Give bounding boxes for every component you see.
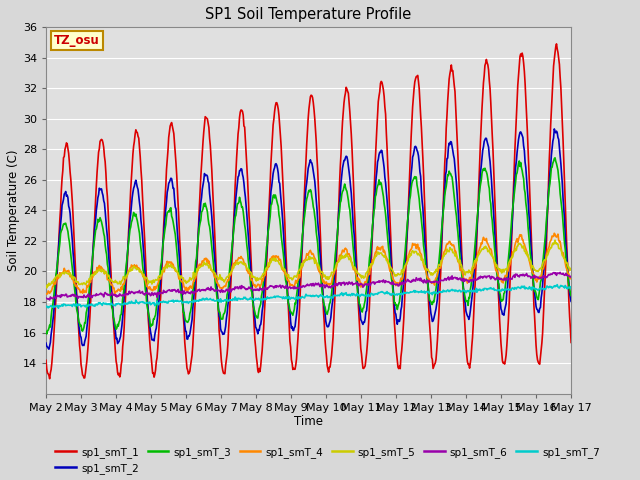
Line: sp1_smT_5: sp1_smT_5 bbox=[46, 240, 571, 288]
sp1_smT_6 bbox=[556, 269, 564, 275]
sp1_smT_1 bbox=[188, 358, 195, 363]
sp1_smT_7 bbox=[42, 304, 50, 310]
Legend: sp1_smT_1, sp1_smT_2, sp1_smT_3, sp1_smT_4, sp1_smT_5, sp1_smT_6, sp1_smT_7: sp1_smT_1, sp1_smT_2, sp1_smT_3, sp1_smT… bbox=[51, 443, 604, 478]
sp1_smT_1 bbox=[553, 41, 561, 47]
sp1_smT_3 bbox=[551, 155, 559, 161]
sp1_smT_5 bbox=[551, 237, 559, 243]
sp1_smT_6 bbox=[373, 279, 381, 285]
Line: sp1_smT_3: sp1_smT_3 bbox=[46, 158, 571, 334]
sp1_smT_2 bbox=[45, 346, 52, 352]
Title: SP1 Soil Temperature Profile: SP1 Soil Temperature Profile bbox=[205, 7, 412, 22]
sp1_smT_1 bbox=[388, 267, 396, 273]
sp1_smT_3 bbox=[43, 331, 51, 337]
sp1_smT_2 bbox=[373, 168, 381, 174]
sp1_smT_4 bbox=[106, 277, 113, 283]
sp1_smT_4 bbox=[372, 250, 380, 256]
sp1_smT_3 bbox=[160, 237, 168, 242]
sp1_smT_7 bbox=[54, 305, 62, 311]
sp1_smT_5 bbox=[52, 274, 60, 280]
sp1_smT_1 bbox=[46, 376, 54, 382]
sp1_smT_4 bbox=[567, 276, 575, 282]
sp1_smT_2 bbox=[52, 272, 60, 278]
sp1_smT_4 bbox=[42, 291, 50, 297]
sp1_smT_7 bbox=[188, 299, 195, 305]
sp1_smT_2 bbox=[106, 277, 114, 283]
sp1_smT_4 bbox=[187, 283, 195, 289]
sp1_smT_2 bbox=[388, 273, 396, 278]
Y-axis label: Soil Temperature (C): Soil Temperature (C) bbox=[7, 150, 20, 271]
sp1_smT_3 bbox=[42, 329, 50, 335]
sp1_smT_5 bbox=[567, 265, 575, 271]
sp1_smT_1 bbox=[52, 288, 60, 294]
sp1_smT_5 bbox=[188, 277, 195, 283]
sp1_smT_4 bbox=[388, 270, 396, 276]
sp1_smT_7 bbox=[160, 298, 168, 304]
sp1_smT_1 bbox=[160, 225, 168, 230]
sp1_smT_6 bbox=[567, 273, 575, 279]
sp1_smT_2 bbox=[160, 234, 168, 240]
sp1_smT_5 bbox=[42, 283, 50, 289]
sp1_smT_2 bbox=[567, 299, 575, 304]
sp1_smT_1 bbox=[373, 126, 381, 132]
sp1_smT_7 bbox=[388, 291, 396, 297]
sp1_smT_7 bbox=[106, 302, 114, 308]
sp1_smT_6 bbox=[160, 288, 168, 293]
sp1_smT_3 bbox=[188, 304, 195, 310]
sp1_smT_5 bbox=[43, 285, 51, 291]
sp1_smT_5 bbox=[160, 265, 168, 271]
sp1_smT_3 bbox=[388, 280, 396, 286]
sp1_smT_3 bbox=[373, 186, 381, 192]
sp1_smT_6 bbox=[388, 281, 396, 287]
sp1_smT_5 bbox=[373, 252, 381, 258]
sp1_smT_2 bbox=[550, 126, 558, 132]
sp1_smT_6 bbox=[106, 292, 114, 298]
Line: sp1_smT_1: sp1_smT_1 bbox=[46, 44, 571, 379]
Text: TZ_osu: TZ_osu bbox=[54, 34, 100, 47]
sp1_smT_7 bbox=[52, 304, 60, 310]
sp1_smT_5 bbox=[106, 276, 114, 282]
sp1_smT_3 bbox=[106, 292, 114, 298]
sp1_smT_4 bbox=[52, 281, 60, 287]
sp1_smT_6 bbox=[46, 297, 54, 303]
Line: sp1_smT_7: sp1_smT_7 bbox=[46, 285, 571, 308]
Line: sp1_smT_6: sp1_smT_6 bbox=[46, 272, 571, 300]
sp1_smT_6 bbox=[52, 295, 60, 301]
sp1_smT_6 bbox=[188, 288, 195, 294]
sp1_smT_2 bbox=[188, 322, 195, 327]
sp1_smT_6 bbox=[42, 295, 50, 301]
sp1_smT_5 bbox=[388, 266, 396, 272]
sp1_smT_4 bbox=[159, 269, 166, 275]
sp1_smT_2 bbox=[42, 340, 50, 346]
sp1_smT_1 bbox=[42, 358, 50, 363]
sp1_smT_3 bbox=[567, 293, 575, 299]
sp1_smT_4 bbox=[550, 230, 558, 236]
sp1_smT_1 bbox=[106, 257, 114, 263]
sp1_smT_7 bbox=[373, 291, 381, 297]
X-axis label: Time: Time bbox=[294, 415, 323, 429]
sp1_smT_7 bbox=[554, 282, 561, 288]
sp1_smT_7 bbox=[567, 286, 575, 291]
sp1_smT_1 bbox=[567, 339, 575, 345]
Line: sp1_smT_2: sp1_smT_2 bbox=[46, 129, 571, 349]
Line: sp1_smT_4: sp1_smT_4 bbox=[46, 233, 571, 294]
sp1_smT_3 bbox=[52, 270, 60, 276]
